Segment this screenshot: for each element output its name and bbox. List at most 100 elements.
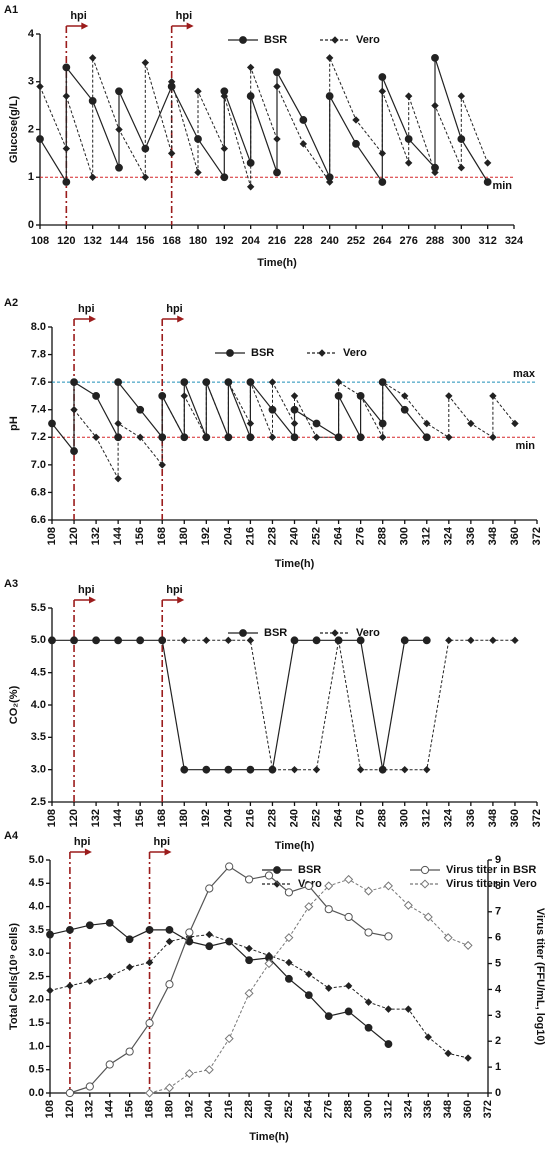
point — [443, 933, 453, 943]
point — [114, 378, 123, 387]
x-tick-label: 336 — [422, 1100, 434, 1118]
panel-label: A3 — [4, 578, 18, 590]
point — [384, 1005, 393, 1013]
point — [273, 68, 281, 77]
x-tick-label: 228 — [294, 235, 312, 247]
x-tick-label: 216 — [223, 1100, 235, 1118]
series-line — [51, 380, 428, 453]
x-tick-label: 108 — [31, 235, 49, 247]
y2-tick-label: 5 — [495, 957, 501, 969]
point — [92, 392, 100, 400]
point — [344, 912, 353, 922]
x-tick-label: 144 — [112, 808, 124, 827]
series-line — [162, 639, 515, 771]
x-tick-label: 204 — [222, 808, 234, 827]
point — [378, 765, 387, 774]
point — [62, 144, 71, 153]
y-tick-label: 3.0 — [29, 947, 44, 959]
point — [225, 862, 234, 871]
point — [180, 378, 189, 387]
point — [36, 135, 44, 143]
point — [244, 988, 254, 998]
x-tick-label: 216 — [244, 809, 256, 827]
threshold-label: min — [515, 440, 535, 452]
y2-tick-label: 9 — [495, 854, 501, 866]
x-tick-label: 324 — [505, 235, 524, 247]
point — [464, 1054, 472, 1062]
x-tick-label: 156 — [134, 809, 146, 827]
y-tick-label: 3.5 — [31, 731, 46, 743]
x-tick-label: 252 — [310, 527, 322, 545]
point — [70, 378, 78, 387]
y-tick-label: 4.5 — [31, 667, 46, 679]
point — [245, 956, 253, 965]
x-tick-label: 348 — [487, 527, 499, 545]
point — [224, 636, 233, 645]
point — [115, 125, 123, 134]
x-tick-label: 288 — [377, 809, 389, 827]
y-tick-label: 0.5 — [29, 1064, 44, 1076]
point — [404, 159, 413, 167]
point — [403, 900, 413, 910]
x-tick-label: 132 — [83, 235, 101, 247]
point — [165, 937, 174, 946]
point — [165, 926, 174, 934]
point — [86, 977, 94, 985]
point — [344, 982, 353, 990]
point — [202, 636, 211, 645]
x-tick-label: 312 — [478, 235, 496, 247]
y-tick-label: 6.8 — [31, 486, 46, 498]
hpi-label: hpi — [166, 303, 183, 315]
y-tick-label: 2.5 — [29, 970, 44, 982]
point — [85, 921, 94, 930]
x-tick-label: 312 — [421, 809, 433, 827]
point — [180, 636, 188, 645]
x-tick-label: 252 — [347, 235, 365, 247]
x-tick-label: 168 — [156, 809, 168, 827]
point — [224, 1034, 234, 1044]
point — [431, 168, 439, 177]
x-tick-label: 168 — [162, 235, 180, 247]
point — [431, 101, 439, 110]
legend-label: Vero — [343, 347, 367, 359]
y-tick-label: 6.6 — [31, 514, 46, 526]
y-tick-label: 0.0 — [29, 1087, 44, 1099]
series-line — [39, 57, 489, 187]
point — [423, 912, 433, 922]
x-tick-label: 360 — [509, 527, 521, 545]
point — [324, 1012, 333, 1021]
point — [401, 765, 409, 774]
y-tick-label: 1.5 — [29, 1017, 44, 1029]
point — [401, 392, 409, 400]
y-tick-label: 4 — [28, 28, 35, 40]
x-tick-label: 264 — [332, 526, 344, 545]
point — [304, 991, 313, 1000]
point — [220, 173, 229, 182]
point — [344, 874, 354, 884]
x-tick-label: 360 — [509, 809, 521, 827]
point — [136, 433, 144, 441]
x-tick-label: 288 — [377, 527, 389, 545]
x-tick-label: 348 — [442, 1100, 454, 1118]
point — [65, 1088, 75, 1098]
panel-label: A1 — [4, 4, 18, 16]
point — [378, 378, 387, 386]
series-line — [149, 878, 469, 1094]
x-tick-label: 156 — [134, 527, 146, 545]
point — [158, 461, 166, 469]
point — [246, 433, 255, 442]
x-tick-label: 180 — [178, 809, 190, 827]
x-tick-label: 180 — [163, 1100, 175, 1118]
point — [511, 636, 519, 645]
point — [145, 1019, 154, 1028]
x-tick-label: 144 — [112, 526, 124, 545]
y-tick-label: 7.4 — [31, 404, 47, 416]
x-tick-label: 288 — [343, 1100, 355, 1118]
x-tick-label: 276 — [355, 809, 367, 827]
y-tick-label: 7.2 — [31, 431, 46, 443]
point — [48, 636, 56, 645]
legend-label: Virus titer in Vero — [446, 878, 537, 890]
y-tick-label: 1.0 — [29, 1040, 44, 1052]
x-tick-label: 228 — [243, 1100, 255, 1118]
point — [114, 474, 122, 483]
